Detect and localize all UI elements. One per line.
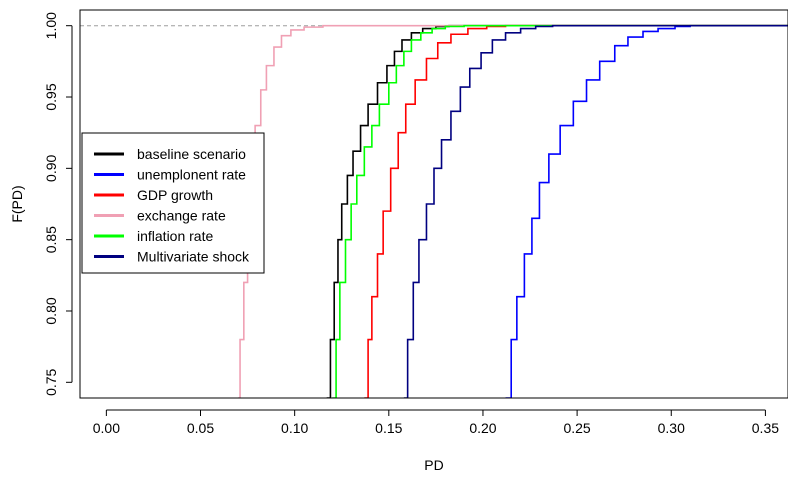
plot-border [79, 9, 788, 399]
y-tick-label: 0.85 [43, 226, 59, 253]
x-axis-label: PD [424, 457, 443, 473]
series-layer [238, 24, 788, 398]
legend-label-4: inflation rate [137, 228, 213, 244]
y-tick-label: 0.80 [43, 297, 59, 324]
x-tick-label: 0.20 [469, 420, 496, 436]
x-tick-label: 0.35 [752, 420, 779, 436]
legend-label-2: GDP growth [137, 187, 213, 203]
series-line-3 [238, 24, 788, 398]
series-line-0 [326, 24, 788, 398]
legend-label-5: Multivariate shock [137, 249, 250, 265]
legend-box [81, 132, 265, 274]
x-tick-label: 0.15 [375, 420, 402, 436]
x-tick-label: 0.25 [563, 420, 590, 436]
x-tick-label: 0.10 [281, 420, 308, 436]
series-line-5 [403, 24, 788, 398]
x-tick-label: 0.05 [187, 420, 214, 436]
legend-label-3: exchange rate [137, 208, 226, 224]
x-axis: 0.00 0.05 0.10 0.15 0.20 0.25 0.30 0.35 [93, 409, 779, 436]
series-line-4 [332, 24, 788, 398]
y-tick-label: 0.95 [43, 83, 59, 110]
x-tick-label: 0.30 [658, 420, 685, 436]
y-axis-label: F(PD) [9, 185, 25, 222]
legend-label-1: unemplonent rate [137, 167, 246, 183]
legend: baseline scenario unemplonent rate GDP gro… [81, 132, 265, 274]
y-tick-label: 1.00 [43, 12, 59, 39]
x-tick-label: 0.00 [93, 420, 120, 436]
legend-label-0: baseline scenario [137, 146, 246, 162]
y-axis: 0.75 0.80 0.85 0.90 0.95 1.00 [43, 12, 73, 396]
series-line-1 [505, 24, 788, 398]
y-tick-label: 0.75 [43, 368, 59, 395]
series-line-2 [364, 24, 788, 398]
y-tick-label: 0.90 [43, 155, 59, 182]
